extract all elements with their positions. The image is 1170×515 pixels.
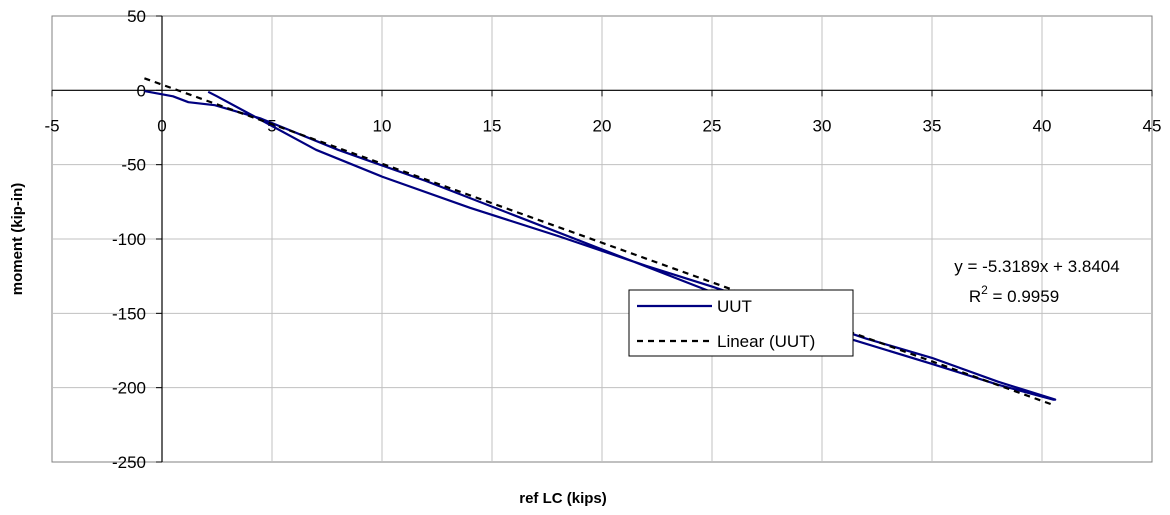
x-tick-label: 15 [483, 116, 502, 135]
y-tick-label: -200 [112, 379, 146, 398]
y-axis-label: moment (kip-in) [9, 183, 26, 296]
x-axis-label: ref LC (kips) [519, 490, 607, 507]
x-tick-label: 25 [703, 116, 722, 135]
axes [51, 15, 1153, 463]
x-tick-label: 10 [373, 116, 392, 135]
legend-label-linear: Linear (UUT) [717, 332, 815, 351]
y-tick-label: -100 [112, 230, 146, 249]
y-tick-label: -250 [112, 453, 146, 472]
legend-label-uut: UUT [717, 297, 752, 316]
x-tick-label: -5 [44, 116, 59, 135]
y-tick-label: -150 [112, 304, 146, 323]
y-tick-label: 0 [137, 81, 146, 100]
y-tick-label: -50 [121, 156, 146, 175]
y-tick-labels: 50 0 -50 -100 -150 -200 -250 [112, 7, 146, 472]
x-tick-label: 30 [813, 116, 832, 135]
trendline-equation: y = -5.3189x + 3.8404 [954, 257, 1119, 276]
legend: UUT Linear (UUT) [628, 289, 854, 357]
series-linear-trendline [144, 77, 1056, 407]
x-tick-label: 40 [1033, 116, 1052, 135]
series-layer [144, 77, 1057, 407]
x-tick-label: 0 [157, 116, 166, 135]
r-squared-label: R2 = 0.9959 [969, 283, 1059, 306]
y-tick-label: 50 [127, 7, 146, 26]
legend-box [628, 289, 854, 357]
x-tick-label: 35 [923, 116, 942, 135]
x-tick-labels: -5 0 5 10 15 20 25 30 35 40 45 [44, 116, 1161, 135]
x-tick-label: 45 [1143, 116, 1162, 135]
x-tick-label: 20 [593, 116, 612, 135]
